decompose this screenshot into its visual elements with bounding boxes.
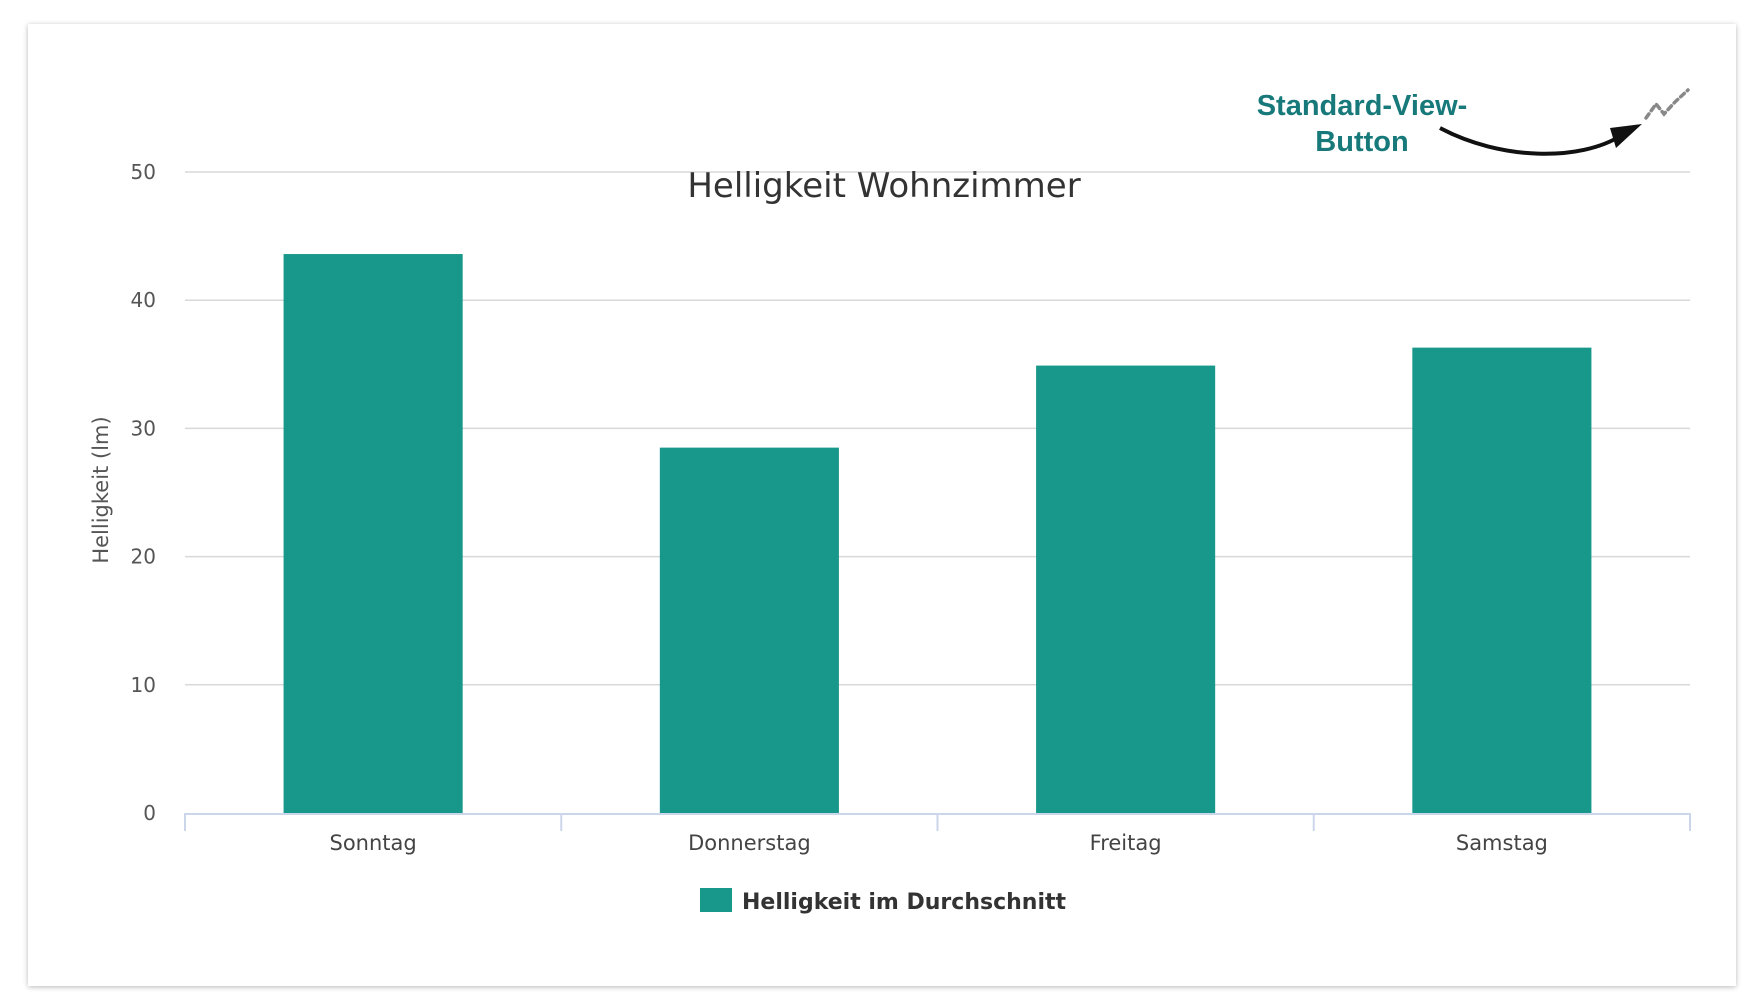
y-tick-label: 30 (131, 416, 156, 440)
y-tick-label: 40 (131, 288, 156, 312)
y-tick-label: 50 (131, 160, 156, 184)
y-tick-label: 20 (131, 545, 156, 569)
bar[interactable] (283, 254, 463, 814)
chart-title: Helligkeit Wohnzimmer (687, 166, 1080, 206)
bars (283, 254, 1592, 814)
x-tick-label: Sonntag (330, 831, 417, 855)
annotation-arrow (1439, 126, 1624, 156)
x-tick-label: Donnerstag (688, 831, 811, 855)
annotation-arrowhead (1610, 124, 1642, 148)
legend[interactable]: Helligkeit im Durchschnitt (700, 888, 1067, 915)
x-tick-labels: Sonntag Donnerstag Freitag Samstag (330, 831, 1548, 855)
line-chart-reset-icon[interactable] (1640, 82, 1692, 128)
x-tick-label: Samstag (1456, 831, 1548, 855)
legend-label: Helligkeit im Durchschnitt (742, 890, 1067, 915)
y-tick-label: 0 (143, 801, 156, 825)
bar[interactable] (659, 447, 839, 813)
annotation-line-2: Button (1315, 126, 1408, 158)
y-tick-label: 10 (131, 673, 156, 697)
y-axis-title: Helligkeit (lm) (89, 416, 113, 563)
x-axis (184, 813, 1691, 831)
annotation-line-1: Standard-View- (1257, 90, 1468, 122)
bar[interactable] (1412, 347, 1592, 813)
y-tick-labels: 0 10 20 30 40 50 (131, 160, 156, 825)
bar[interactable] (1036, 365, 1216, 813)
x-tick-label: Freitag (1090, 831, 1162, 855)
annotation: Standard-View- Button (1257, 90, 1642, 158)
legend-swatch (700, 888, 732, 912)
